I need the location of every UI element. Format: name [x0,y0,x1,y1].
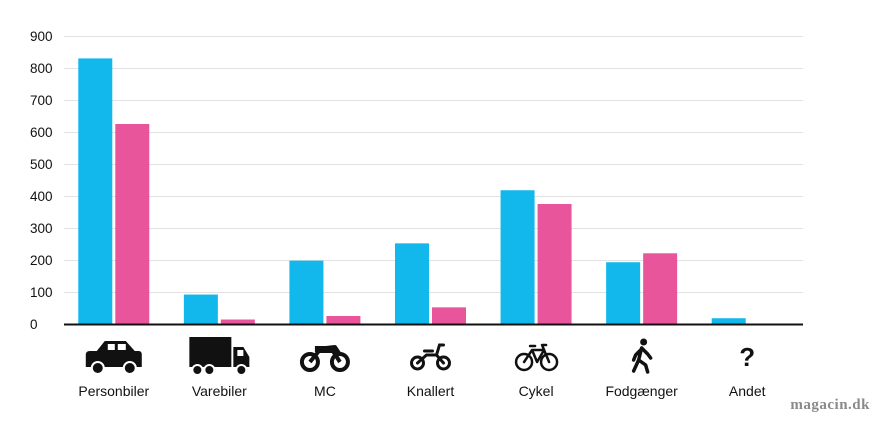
car-window [107,344,115,350]
car-wheel [90,361,105,375]
moped-wheel [410,355,425,371]
car-wheel [122,361,137,375]
y-tick-label: 900 [30,29,53,44]
gridlines [64,36,803,293]
bar [289,260,324,324]
bar [78,58,113,325]
x-tick-label: Personbiler [78,383,149,399]
car-body [85,341,142,367]
watermark-text: magacin.dk [790,397,870,413]
y-tick-label: 100 [30,285,53,300]
bar [115,124,150,324]
question-mark-glyph: ? [739,342,755,372]
bar [606,262,641,324]
y-tick-label: 400 [30,189,53,204]
category-icons: ? [85,337,755,376]
pedestrian-head [640,338,648,346]
truck-wheel [191,364,204,376]
car-icon [85,341,142,375]
bar [432,307,466,324]
x-tick-label: MC [314,383,336,399]
moped-icon [410,343,451,371]
truck-box [189,337,232,367]
truck-wheel [235,364,248,376]
bicycle-wheel [539,352,559,372]
y-axis-tick-labels: 0 100 200 300 400 500 600 700 800 900 [30,29,53,332]
motorcycle-icon [299,345,350,372]
bar [395,243,429,324]
moped-frame [416,343,445,365]
bar [220,319,255,324]
pedestrian-icon [631,338,653,374]
bicycle-wheel [514,352,534,372]
x-tick-label: Andet [729,383,766,399]
y-tick-label: 0 [30,317,38,332]
truck-wheel [203,364,216,376]
motorcycle-wheel [329,352,350,372]
y-tick-label: 200 [30,253,53,268]
truck-window [237,350,244,356]
x-axis-category-labels: Personbiler Varebiler MC Knallert Cykel Fodgæ… [78,383,765,399]
bars [78,58,746,325]
question-mark-icon: ? [739,342,755,372]
y-tick-label: 700 [30,93,53,108]
moped-wheel [436,355,451,371]
y-tick-label: 800 [30,61,53,76]
x-tick-label: Cykel [519,383,554,399]
motorcycle-wheel [299,352,320,372]
truck-icon [189,337,250,376]
x-tick-label: Knallert [407,383,455,399]
x-tick-label: Varebiler [192,383,247,399]
y-tick-label: 300 [30,221,53,236]
bar [183,294,218,324]
bar [711,318,746,324]
bicycle-icon [514,343,559,372]
car-window [117,344,126,350]
bar [500,190,535,324]
bicycle-frame [522,343,551,364]
y-tick-label: 600 [30,125,53,140]
motorcycle-tank [314,346,331,352]
bar [326,316,361,324]
bar [643,253,678,324]
x-tick-label: Fodgænger [605,383,678,399]
y-tick-label: 500 [30,157,53,172]
bar [537,204,572,324]
pedestrian-body [631,346,653,374]
